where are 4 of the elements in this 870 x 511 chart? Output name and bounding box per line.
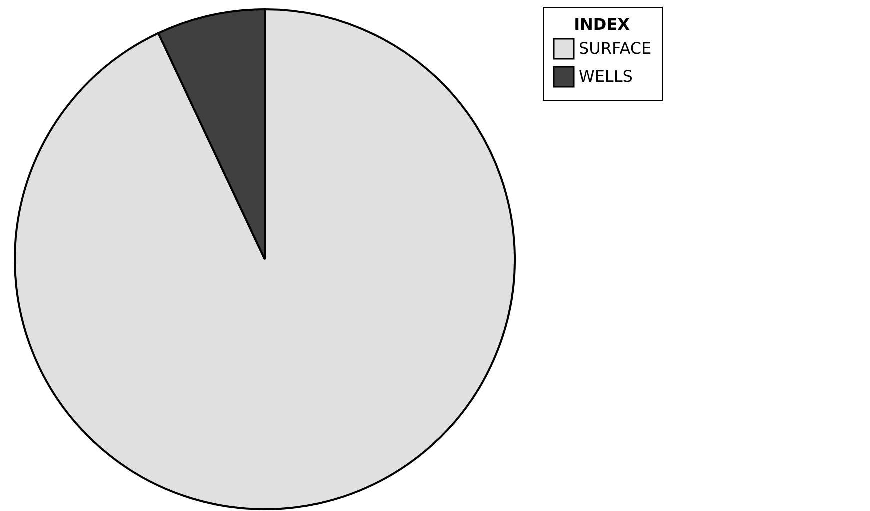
legend-label: WELLS [579,67,633,86]
pie-slice [14,8,516,510]
legend-label: SURFACE [579,39,652,58]
legend-title: INDEX [574,15,631,34]
